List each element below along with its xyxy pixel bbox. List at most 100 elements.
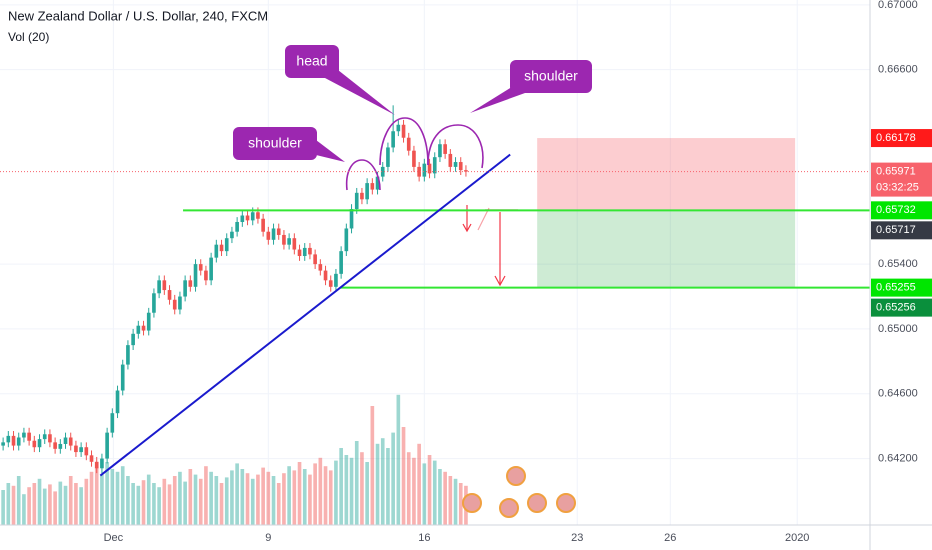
volume-bar (68, 476, 73, 525)
volume-bar (302, 469, 307, 525)
price-tag-label: 0.65255 (876, 282, 916, 294)
price-tag-label: 0.65732 (876, 204, 916, 216)
volume-bar (110, 469, 115, 525)
candle-body (120, 364, 125, 391)
candle-body (48, 434, 52, 443)
volume-bar (94, 467, 99, 525)
event-icon (506, 466, 526, 486)
candle-body (438, 144, 442, 158)
candle-body (126, 345, 130, 365)
drawings (0, 117, 870, 477)
volume-bar (214, 476, 219, 525)
target-zone (537, 210, 796, 288)
candle-body (365, 183, 369, 200)
price-tag-label: 0.65971 (876, 166, 916, 178)
volume-bar (89, 471, 94, 525)
price-tag (871, 278, 932, 297)
candle-body (380, 166, 385, 177)
volume-bar (105, 462, 109, 525)
candle-body (256, 212, 260, 219)
candle-body (224, 238, 229, 252)
candle-body (386, 147, 390, 167)
volume-bar (245, 473, 250, 525)
volume-bar (63, 485, 68, 525)
volume-bar (27, 487, 31, 525)
candle-body (448, 153, 453, 167)
volume-bar (417, 443, 421, 525)
y-tick-label: 0.65400 (878, 258, 918, 270)
volume-bar (209, 471, 213, 525)
candle-body (22, 432, 26, 438)
volume-bar (219, 483, 224, 525)
candle-body (68, 437, 73, 446)
stop-zone (537, 138, 796, 211)
candle-body (313, 254, 317, 265)
callout (285, 45, 339, 78)
volume-bar (313, 463, 317, 525)
volume-bar (230, 470, 234, 525)
candle-body (1, 442, 5, 446)
candle-body (37, 439, 42, 448)
x-tick-label: 26 (664, 532, 676, 544)
volume-bar (412, 457, 416, 525)
shoulder-arc (345, 159, 381, 191)
callout-text: shoulder (524, 68, 578, 84)
volume-bar (401, 427, 406, 525)
volume-bar (438, 469, 442, 525)
candle-body (136, 325, 141, 334)
volume-bar (282, 473, 286, 525)
callout-text: head (296, 53, 327, 69)
volume-bar (1, 490, 5, 525)
trendline (99, 153, 511, 477)
price-tag (871, 162, 932, 197)
candle-body (235, 221, 239, 232)
price-tag-label: 0.65717 (876, 224, 916, 236)
volume-bar (136, 485, 141, 525)
volume-bar (448, 476, 453, 525)
candle-body (375, 176, 380, 190)
candle-body (157, 280, 161, 294)
candle-body (266, 231, 271, 240)
callout-text: shoulder (248, 135, 302, 151)
head-arc (379, 117, 429, 166)
volume-bar (261, 467, 265, 525)
candle-body (84, 447, 89, 456)
candle-body (302, 247, 307, 257)
candle-body (308, 247, 312, 255)
countdown: 03:32:25 (876, 182, 919, 194)
candle-body (360, 192, 364, 200)
candle-body (219, 244, 224, 252)
candle-body (105, 432, 109, 459)
event-icon (499, 498, 519, 518)
grid (0, 0, 870, 525)
callout-tail (316, 140, 345, 162)
volume-bar (141, 480, 146, 525)
candle-body (261, 218, 265, 232)
arrow-head (494, 275, 506, 287)
candle-body (406, 137, 411, 151)
candle-body (354, 192, 359, 210)
volume-bar (79, 487, 83, 525)
volume-bar (370, 406, 375, 525)
volume-bar (287, 466, 291, 525)
candle-body (27, 432, 31, 441)
shoulder-arc (427, 124, 484, 169)
candle-body (16, 437, 21, 446)
volume-bar (328, 470, 333, 525)
volume-bar (443, 471, 447, 525)
volume-bar (308, 474, 312, 525)
volume-bar (453, 478, 458, 525)
volume-bar (354, 441, 359, 525)
candle-body (94, 461, 99, 469)
volume-bar (126, 476, 130, 525)
candle-body (271, 228, 276, 240)
volume-bar (323, 466, 328, 525)
volume-bar (292, 470, 297, 525)
candle-body (427, 163, 432, 174)
candle-body (323, 270, 328, 281)
candle-body (396, 124, 401, 132)
volume-bar (391, 432, 395, 525)
x-tick-label: 16 (418, 532, 430, 544)
axes: 0.67000 0.66600 0.65400 0.65000 0.64600 0.642… (104, 0, 932, 544)
